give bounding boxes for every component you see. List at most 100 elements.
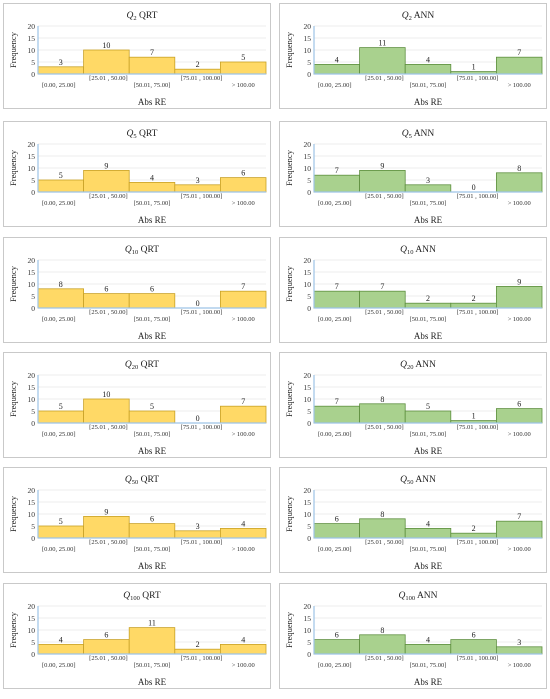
x-tick-label: [25.01 , 50.00] [365, 193, 403, 200]
data-label: 3 [517, 638, 521, 647]
x-tick-label: [50.01, 75.00] [410, 316, 447, 323]
x-tick-label: [50.01, 75.00] [134, 662, 171, 669]
y-tick-label: 5 [31, 638, 35, 647]
data-label: 1 [472, 412, 476, 421]
data-label: 4 [426, 519, 430, 528]
x-tick-label: [25.01 , 50.00] [89, 309, 127, 316]
data-label: 2 [472, 294, 476, 303]
data-label: 5 [59, 402, 63, 411]
data-label: 9 [380, 161, 384, 170]
x-axis-label: Abs RE [138, 331, 167, 341]
data-label: 5 [150, 402, 154, 411]
x-tick-label: > 100.00 [232, 316, 255, 323]
histogram-chart: Q100 ANN 0 5 10 15 20 Frequency 6 8 4 6 3 [0.00, 25.… [284, 591, 543, 687]
histogram-bar [37, 288, 84, 309]
y-tick-label: 0 [31, 419, 35, 428]
y-tick-label: 5 [307, 176, 311, 185]
data-label: 2 [472, 524, 476, 533]
data-label: 4 [426, 635, 430, 644]
histogram-bar [495, 408, 543, 424]
data-label: 8 [517, 164, 521, 173]
y-tick-label: 5 [31, 522, 35, 531]
data-label: 11 [379, 39, 387, 48]
x-axis-label: Abs RE [414, 331, 443, 341]
y-axis-label: Frequency [8, 265, 18, 302]
y-tick-label: 0 [307, 419, 311, 428]
y-tick-label: 0 [31, 304, 35, 313]
data-label: 5 [426, 402, 430, 411]
x-tick-label: [75.01 , 100.00] [181, 309, 223, 316]
histogram-bar [313, 174, 360, 193]
histogram-bar [37, 179, 84, 193]
histogram-bar [313, 64, 360, 75]
x-tick-label: [50.01, 75.00] [410, 200, 447, 207]
histogram-chart: Q20 QRT 0 5 10 15 20 Frequency 5 10 5 0 7 [0.00, 25.… [8, 360, 267, 456]
data-label: 5 [59, 171, 63, 180]
x-tick-label: [50.01, 75.00] [410, 662, 447, 669]
data-label: 6 [104, 631, 108, 640]
x-tick-label: [0.00, 25.00] [318, 546, 352, 553]
histogram-chart: Q5 QRT 0 5 10 15 20 Frequency 5 9 4 3 6 [0.00, 25.00… [8, 129, 267, 225]
x-tick-label: [0.00, 25.00] [42, 546, 76, 553]
y-tick-label: 20 [28, 371, 36, 380]
data-label: 9 [104, 507, 108, 516]
chart-title: Q100 QRT [123, 591, 161, 602]
histogram-bar [128, 56, 176, 75]
y-tick-label: 10 [28, 395, 36, 404]
data-label: 3 [426, 176, 430, 185]
histogram-bar [128, 523, 176, 539]
x-tick-label: [50.01, 75.00] [134, 431, 171, 438]
histogram-bar [404, 410, 452, 424]
y-tick-label: 15 [28, 268, 36, 277]
histogram-bar [174, 68, 221, 75]
data-label: 3 [59, 58, 63, 67]
x-axis-label: Abs RE [138, 446, 167, 456]
histogram-bar [128, 410, 176, 424]
data-label: 8 [59, 280, 63, 289]
histogram-bar [359, 47, 406, 75]
histogram-bar [83, 293, 130, 309]
y-tick-label: 0 [307, 304, 311, 313]
histogram-bar [83, 639, 130, 655]
x-tick-label: [50.01, 75.00] [134, 82, 171, 89]
x-tick-label: [75.01 , 100.00] [181, 424, 223, 431]
x-axis-label: Abs RE [414, 446, 443, 456]
x-tick-label: [25.01 , 50.00] [365, 539, 403, 546]
data-label: 0 [196, 414, 200, 423]
y-tick-label: 15 [304, 268, 312, 277]
histogram-bar [495, 286, 543, 309]
y-tick-label: 5 [31, 58, 35, 67]
y-tick-label: 10 [304, 164, 312, 173]
x-tick-label: [75.01 , 100.00] [181, 539, 223, 546]
data-label: 7 [150, 48, 154, 57]
y-tick-label: 5 [31, 176, 35, 185]
histogram-chart: Q5 ANN 0 5 10 15 20 Frequency 7 9 3 0 8 [0.00, 25.00… [284, 129, 543, 225]
x-tick-label: [75.01 , 100.00] [457, 539, 499, 546]
data-label: 9 [104, 161, 108, 170]
y-axis-label: Frequency [284, 611, 294, 648]
y-axis-label: Frequency [284, 31, 294, 68]
data-label: 7 [517, 512, 521, 521]
x-tick-label: [50.01, 75.00] [410, 431, 447, 438]
y-tick-label: 20 [28, 140, 36, 149]
data-label: 8 [380, 626, 384, 635]
chart-title: Q10 ANN [400, 245, 436, 256]
data-label: 0 [472, 183, 476, 192]
histogram-chart: Q2 ANN 0 5 10 15 20 Frequency 4 11 4 1 7 [0.00, 25.0… [284, 11, 543, 107]
x-tick-label: [25.01 , 50.00] [89, 424, 127, 431]
histogram-bar [37, 644, 84, 655]
chart-panel-100-ann: Q100 ANN 0 5 10 15 20 Frequency 6 8 4 6 3 [0.00, 25.… [279, 583, 547, 689]
x-tick-label: [0.00, 25.00] [42, 431, 76, 438]
y-tick-label: 10 [304, 46, 312, 55]
histogram-chart: Q50 ANN 0 5 10 15 20 Frequency 6 8 4 2 7 [0.00, 25.0… [284, 475, 543, 571]
histogram-bar [404, 644, 452, 655]
x-tick-label: [0.00, 25.00] [318, 431, 352, 438]
histogram-bar [128, 293, 176, 309]
x-tick-label: [50.01, 75.00] [410, 546, 447, 553]
data-label: 1 [472, 63, 476, 72]
y-tick-label: 0 [31, 650, 35, 659]
x-tick-label: > 100.00 [232, 431, 255, 438]
histogram-bar [219, 290, 267, 309]
chart-title: Q5 ANN [402, 129, 435, 140]
x-tick-label: > 100.00 [508, 316, 531, 323]
